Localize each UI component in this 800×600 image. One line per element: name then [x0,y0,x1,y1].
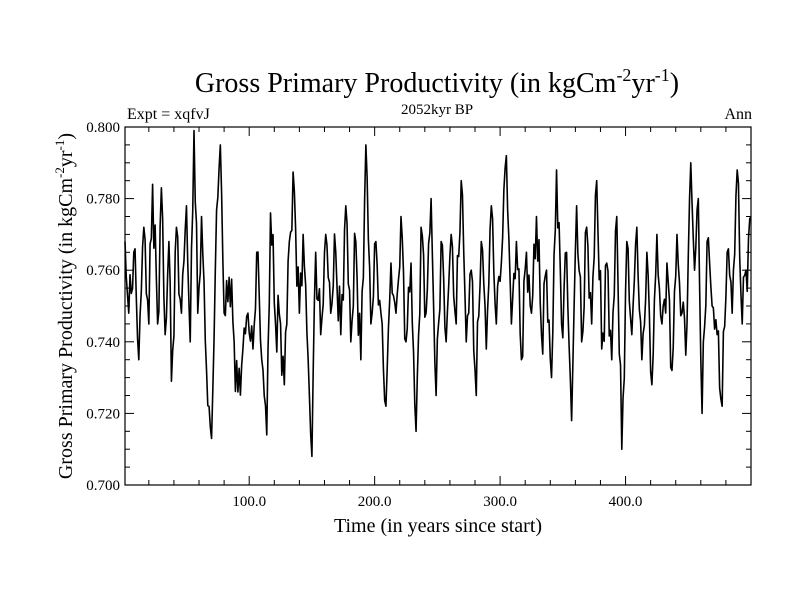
y-tick-label: 0.740 [86,335,120,351]
y-tick-label: 0.700 [86,478,120,494]
plot-frame [124,126,752,486]
y-tick-label: 0.800 [86,120,120,136]
gpp-series-line [124,129,752,458]
x-tick-label: 300.0 [483,494,517,510]
y-tick-label: 0.720 [86,406,120,422]
chart-subtitle: 2052kyr BP [401,102,473,118]
y-tick-label: 0.760 [86,263,120,279]
chart-title: Gross Primary Productivity (in kgCm-2yr-… [195,65,679,99]
y-axis-label: Gross Primary Productivity (in kgCm-2yr-… [52,133,77,479]
tick-labels: 100.0 200.0 300.0 400.0 0.700 0.720 0.740 0.760… [86,120,642,510]
x-tick-label: 200.0 [358,494,392,510]
season-label: Ann [724,106,752,123]
x-axis-label: Time (in years since start) [334,515,542,537]
x-tick-label: 100.0 [232,494,266,510]
y-tick-label: 0.780 [86,192,120,208]
x-tick-label: 400.0 [609,494,643,510]
experiment-label: Expt = xqfvJ [127,106,210,123]
